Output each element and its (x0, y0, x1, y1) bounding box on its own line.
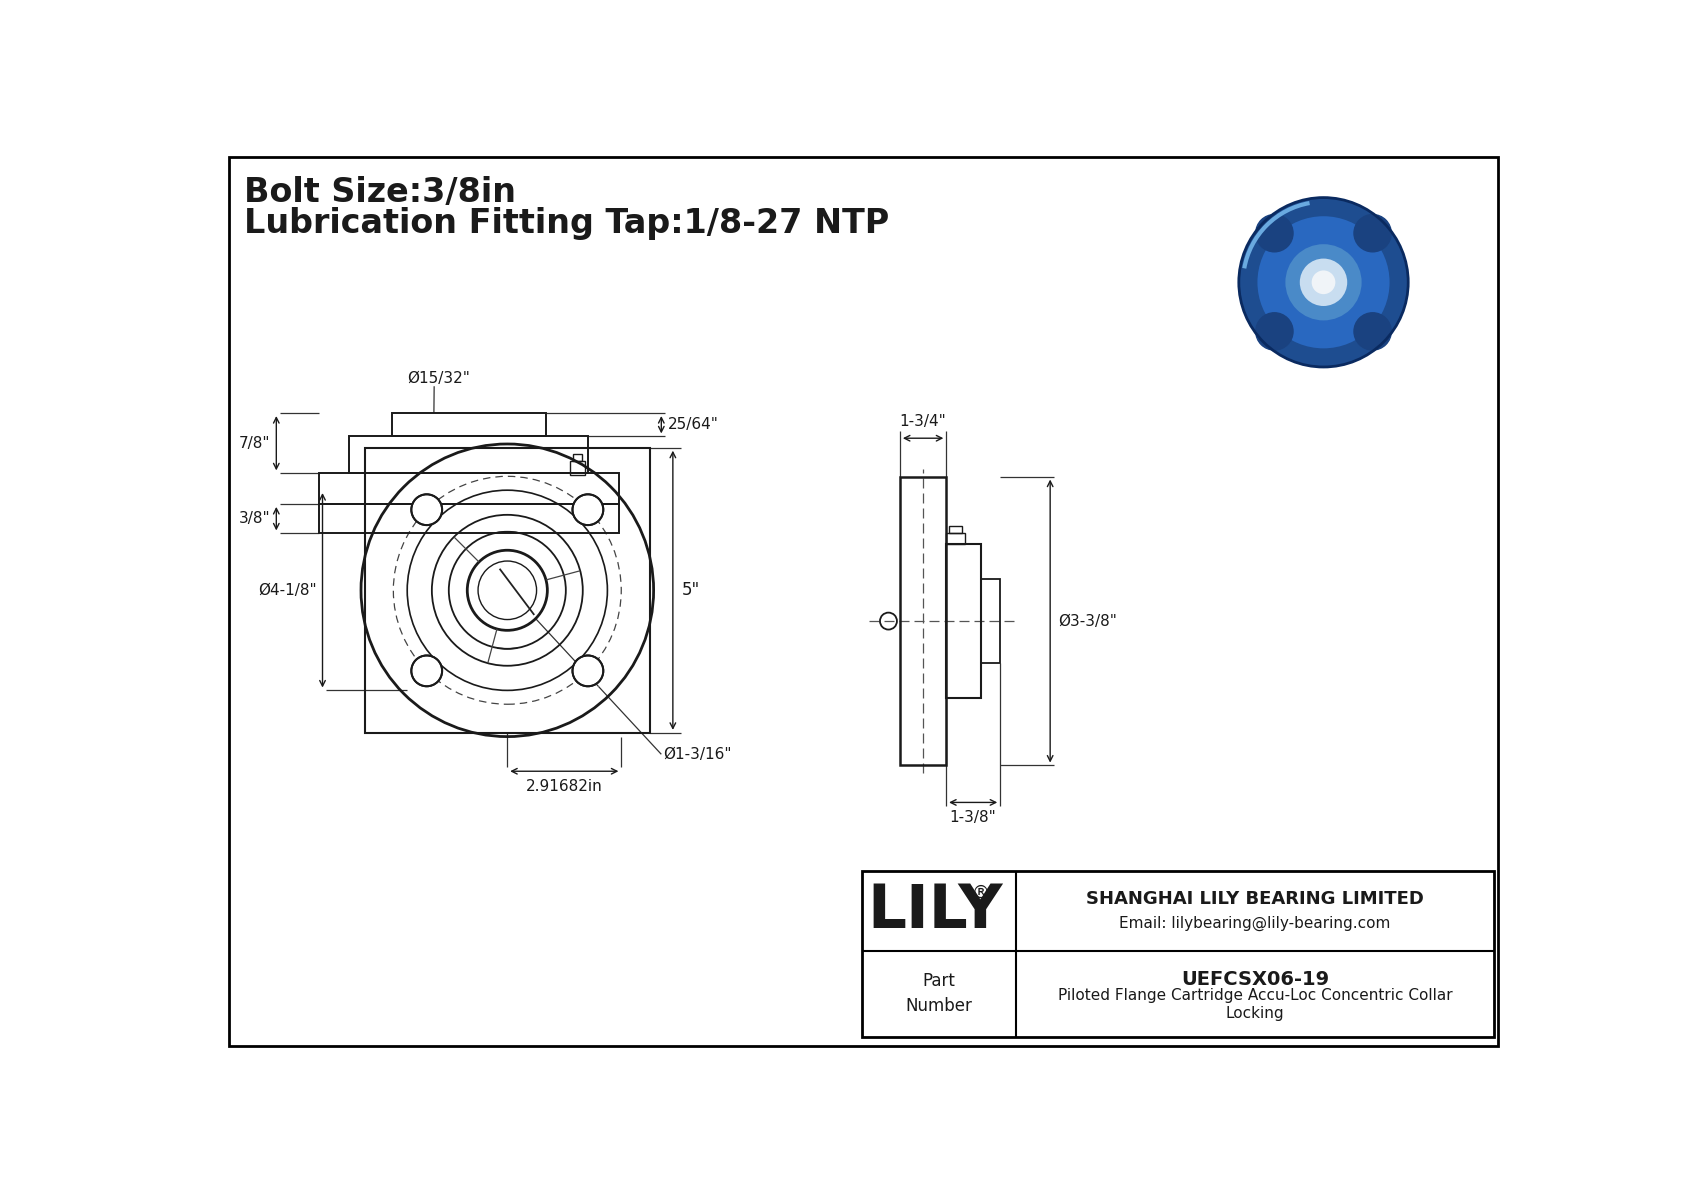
Bar (573, 454, 583, 461)
Circle shape (411, 494, 443, 525)
Text: UEFCSX06-19: UEFCSX06-19 (1180, 971, 1329, 990)
Bar (318, 473, 620, 504)
Text: 1-3/4": 1-3/4" (899, 414, 946, 429)
Bar (950, 525, 962, 534)
Bar (318, 504, 620, 534)
Circle shape (1258, 217, 1389, 348)
Bar (980, 579, 1000, 663)
Circle shape (1312, 270, 1335, 294)
Bar (318, 473, 620, 504)
Circle shape (1256, 313, 1293, 350)
Bar (980, 579, 1000, 663)
Bar (350, 436, 588, 473)
Text: 5": 5" (682, 581, 701, 599)
Bar (862, 872, 1494, 1037)
Bar (946, 534, 965, 544)
Circle shape (1354, 313, 1391, 350)
Bar (392, 413, 546, 436)
Bar (392, 413, 546, 436)
Text: 2.91682in: 2.91682in (525, 779, 603, 794)
Text: Ø1-3/16": Ø1-3/16" (663, 747, 733, 762)
Text: Bolt Size:3/8in: Bolt Size:3/8in (244, 176, 515, 210)
Circle shape (1300, 258, 1347, 306)
Circle shape (411, 655, 443, 686)
Text: Ø3-3/8": Ø3-3/8" (1058, 613, 1116, 629)
Bar (899, 476, 946, 766)
Text: Piloted Flange Cartridge Accu-Loc Concentric Collar
Locking: Piloted Flange Cartridge Accu-Loc Concen… (1058, 989, 1452, 1021)
Circle shape (573, 655, 603, 686)
Bar (365, 448, 650, 732)
Text: Lubrication Fitting Tap:1/8-27 NTP: Lubrication Fitting Tap:1/8-27 NTP (244, 207, 889, 239)
Text: 25/64": 25/64" (667, 417, 719, 432)
Circle shape (573, 494, 603, 525)
Circle shape (1239, 198, 1408, 367)
Text: 7/8": 7/8" (239, 436, 269, 450)
Text: Part
Number: Part Number (904, 972, 972, 1016)
Text: 3/8": 3/8" (239, 511, 269, 526)
Text: Ø15/32": Ø15/32" (408, 372, 470, 386)
Circle shape (1256, 214, 1293, 251)
Circle shape (360, 444, 653, 736)
Bar (318, 504, 620, 534)
Text: SHANGHAI LILY BEARING LIMITED: SHANGHAI LILY BEARING LIMITED (1086, 890, 1425, 908)
Text: ®: ® (972, 884, 989, 902)
Text: Ø4-1/8": Ø4-1/8" (258, 582, 317, 598)
Circle shape (1285, 244, 1362, 320)
Bar (946, 544, 980, 698)
Bar (569, 461, 584, 475)
Bar (350, 436, 588, 473)
Text: Email: lilybearing@lily-bearing.com: Email: lilybearing@lily-bearing.com (1120, 916, 1391, 931)
Circle shape (1354, 214, 1391, 251)
Text: 1-3/8": 1-3/8" (950, 810, 997, 825)
Bar (899, 476, 946, 766)
Text: LILY: LILY (867, 881, 1002, 941)
Bar (946, 544, 980, 698)
